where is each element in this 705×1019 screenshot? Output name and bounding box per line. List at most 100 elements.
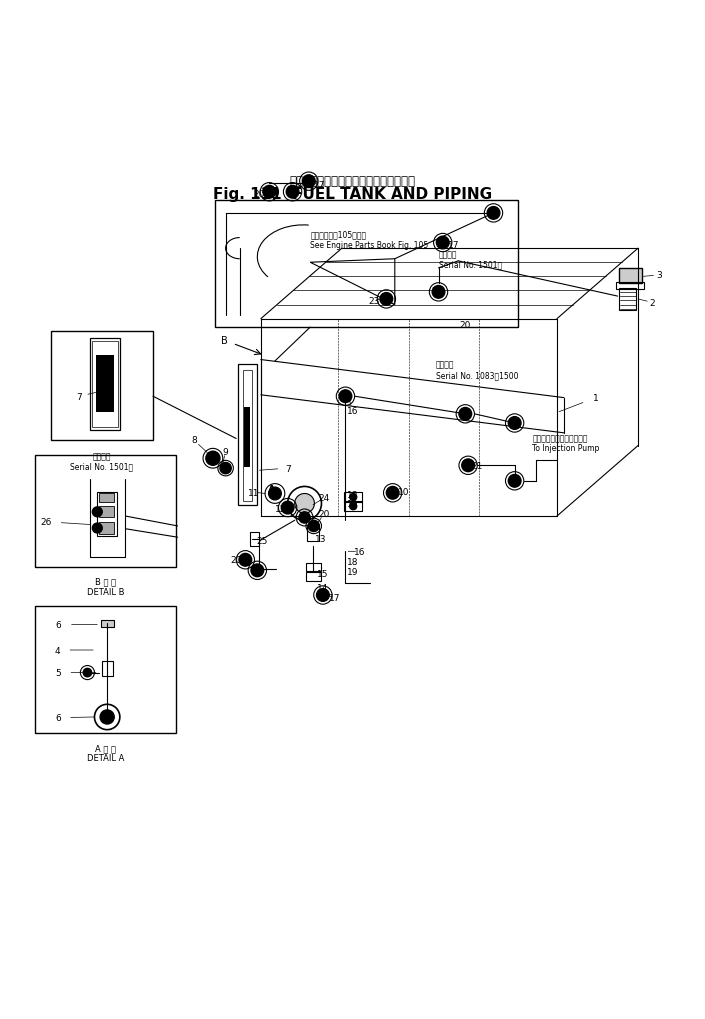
Text: 12: 12 [275,505,286,514]
Bar [344,501,362,512]
Text: 8: 8 [191,436,197,445]
Text: 7: 7 [285,464,290,473]
Bar [307,527,319,542]
Text: Fig. 111  FUEL TANK AND PIPING: Fig. 111 FUEL TANK AND PIPING [213,186,492,202]
Text: B 詳 細
DETAIL B: B 詳 細 DETAIL B [87,577,125,596]
Circle shape [350,494,357,501]
Circle shape [432,286,445,299]
Text: 21: 21 [471,462,482,471]
Text: 20: 20 [319,510,330,519]
Bar [616,282,644,289]
Circle shape [350,503,357,511]
Circle shape [269,488,281,500]
Text: 適用号機
Serial No. 1501～: 適用号機 Serial No. 1501～ [439,250,502,269]
Circle shape [508,475,521,488]
Text: 適用号機
Serial No. 1501～: 適用号機 Serial No. 1501～ [70,451,133,471]
Text: 13: 13 [315,535,326,543]
Bar [99,494,114,502]
Circle shape [220,463,231,474]
Text: 19: 19 [347,567,358,576]
Text: 15: 15 [317,570,329,579]
Circle shape [206,451,220,466]
Text: 9: 9 [223,447,228,457]
Text: 1: 1 [593,393,599,403]
Circle shape [302,175,315,189]
Bar [51,331,153,440]
Circle shape [100,710,114,725]
Text: インジェクションポンプへ
To Injection Pump: インジェクションポンプへ To Injection Pump [532,434,600,453]
Text: 20: 20 [460,320,471,329]
Circle shape [94,704,120,730]
Text: 20: 20 [231,555,242,565]
Text: エンジン部品105冊参照
See Engine Parts Book Fig. 105: エンジン部品105冊参照 See Engine Parts Book Fig. … [310,230,429,250]
Bar [238,365,257,506]
Text: 18: 18 [347,557,358,567]
Text: 14: 14 [317,584,329,593]
Circle shape [459,408,472,421]
Bar [619,288,636,311]
Circle shape [436,237,449,250]
Text: 5: 5 [55,668,61,678]
Text: 10: 10 [398,487,409,496]
Bar [101,621,114,628]
Bar [92,341,118,428]
Text: 17: 17 [329,594,341,602]
Circle shape [239,554,252,567]
Bar [306,564,321,572]
Bar [96,356,114,413]
Bar [619,269,642,284]
Circle shape [380,293,393,306]
Text: 17: 17 [448,240,459,250]
Text: 18: 18 [347,491,358,500]
Text: A 詳 細
DETAIL A: A 詳 細 DETAIL A [87,743,125,762]
Bar [102,661,113,677]
Circle shape [508,417,521,430]
Circle shape [83,668,92,677]
Circle shape [92,524,102,534]
Text: 23: 23 [368,297,379,306]
Text: 19: 19 [347,499,358,508]
Text: 17: 17 [314,181,325,190]
Bar [97,492,117,536]
Text: 3: 3 [656,271,662,280]
Text: 7: 7 [76,392,82,401]
Text: 6: 6 [55,621,61,630]
Bar [344,492,362,502]
Text: 22: 22 [431,286,443,296]
Bar [99,506,114,518]
Circle shape [317,589,329,602]
Bar [306,573,321,581]
Text: 16: 16 [354,547,365,556]
Circle shape [339,390,352,404]
Text: 11: 11 [248,488,259,497]
Bar [35,455,176,568]
Text: 適用号機
Serial No. 1083～1500: 適用号機 Serial No. 1083～1500 [436,361,518,380]
Bar [99,523,114,534]
Text: B: B [221,335,228,345]
Circle shape [487,207,500,220]
Bar [90,339,120,431]
Circle shape [295,494,314,514]
Text: 2: 2 [649,299,655,308]
Bar [243,371,252,501]
Text: 25: 25 [257,536,268,545]
Text: 24: 24 [319,494,330,502]
Circle shape [462,460,474,472]
Bar [35,606,176,734]
Circle shape [92,507,102,518]
Circle shape [308,521,319,532]
Text: 26: 26 [40,518,51,527]
Circle shape [286,186,299,199]
Bar [250,532,259,546]
Text: 4: 4 [55,646,61,655]
Text: 20: 20 [254,190,265,199]
Bar [215,201,518,328]
Circle shape [251,565,264,577]
Bar [244,408,250,468]
Text: 16: 16 [347,407,358,416]
Circle shape [386,487,399,499]
Circle shape [299,513,310,524]
Circle shape [263,186,276,199]
Text: 6: 6 [55,713,61,722]
Circle shape [281,501,294,515]
